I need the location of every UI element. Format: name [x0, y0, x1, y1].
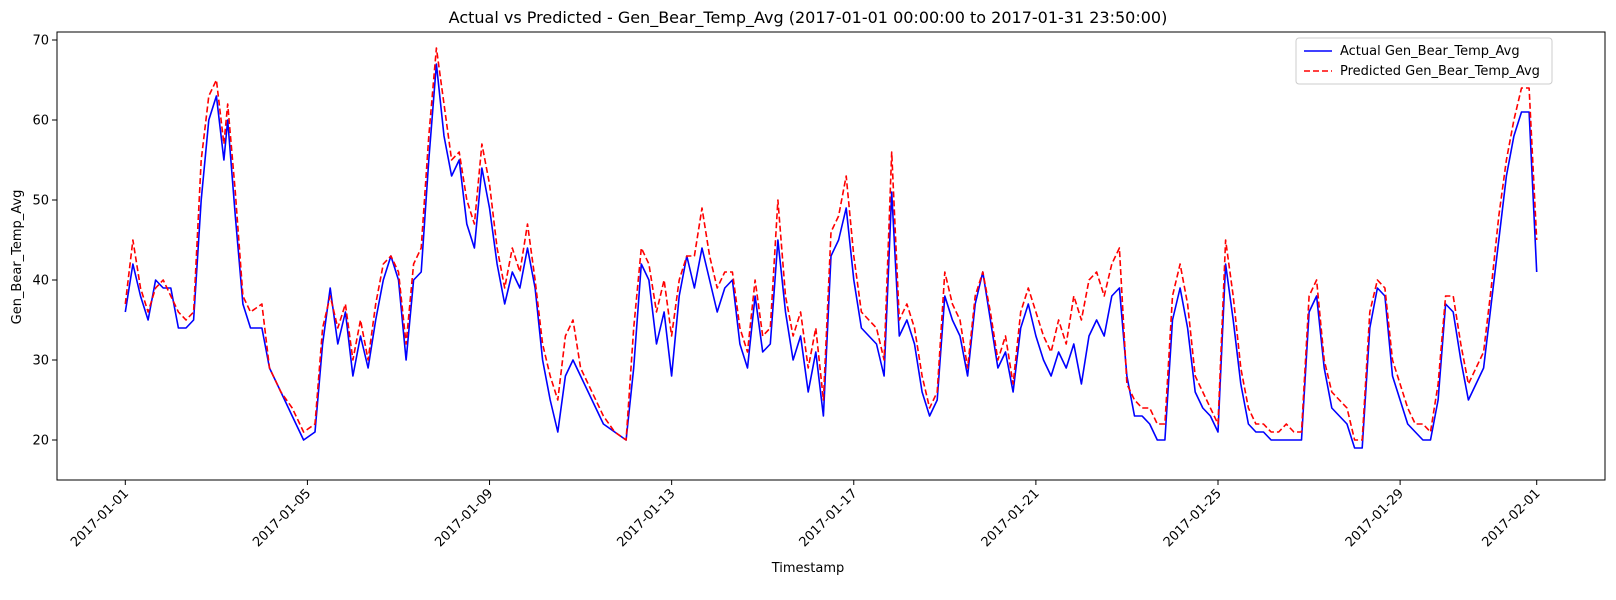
legend-predicted-label: Predicted Gen_Bear_Temp_Avg: [1340, 64, 1540, 79]
chart-title: Actual vs Predicted - Gen_Bear_Temp_Avg …: [449, 8, 1168, 28]
y-tick-label: 60: [32, 114, 49, 129]
legend: Actual Gen_Bear_Temp_Avg Predicted Gen_B…: [1295, 37, 1553, 85]
y-tick-label: 70: [32, 34, 49, 49]
y-axis: 20 30 40 50 60 70: [32, 34, 57, 449]
predicted-series-line: [124, 47, 1538, 441]
y-tick-label: 20: [32, 434, 49, 449]
x-axis-label: Timestamp: [771, 561, 845, 576]
plot-area: [124, 47, 1538, 449]
legend-actual-label: Actual Gen_Bear_Temp_Avg: [1340, 44, 1520, 59]
y-tick-label: 50: [32, 194, 49, 209]
y-tick-label: 30: [32, 354, 49, 369]
y-tick-label: 40: [32, 274, 49, 289]
plot-frame: [56, 31, 1606, 481]
y-axis-label: Gen_Bear_Temp_Avg: [10, 190, 25, 325]
legend-box: [1295, 37, 1553, 85]
